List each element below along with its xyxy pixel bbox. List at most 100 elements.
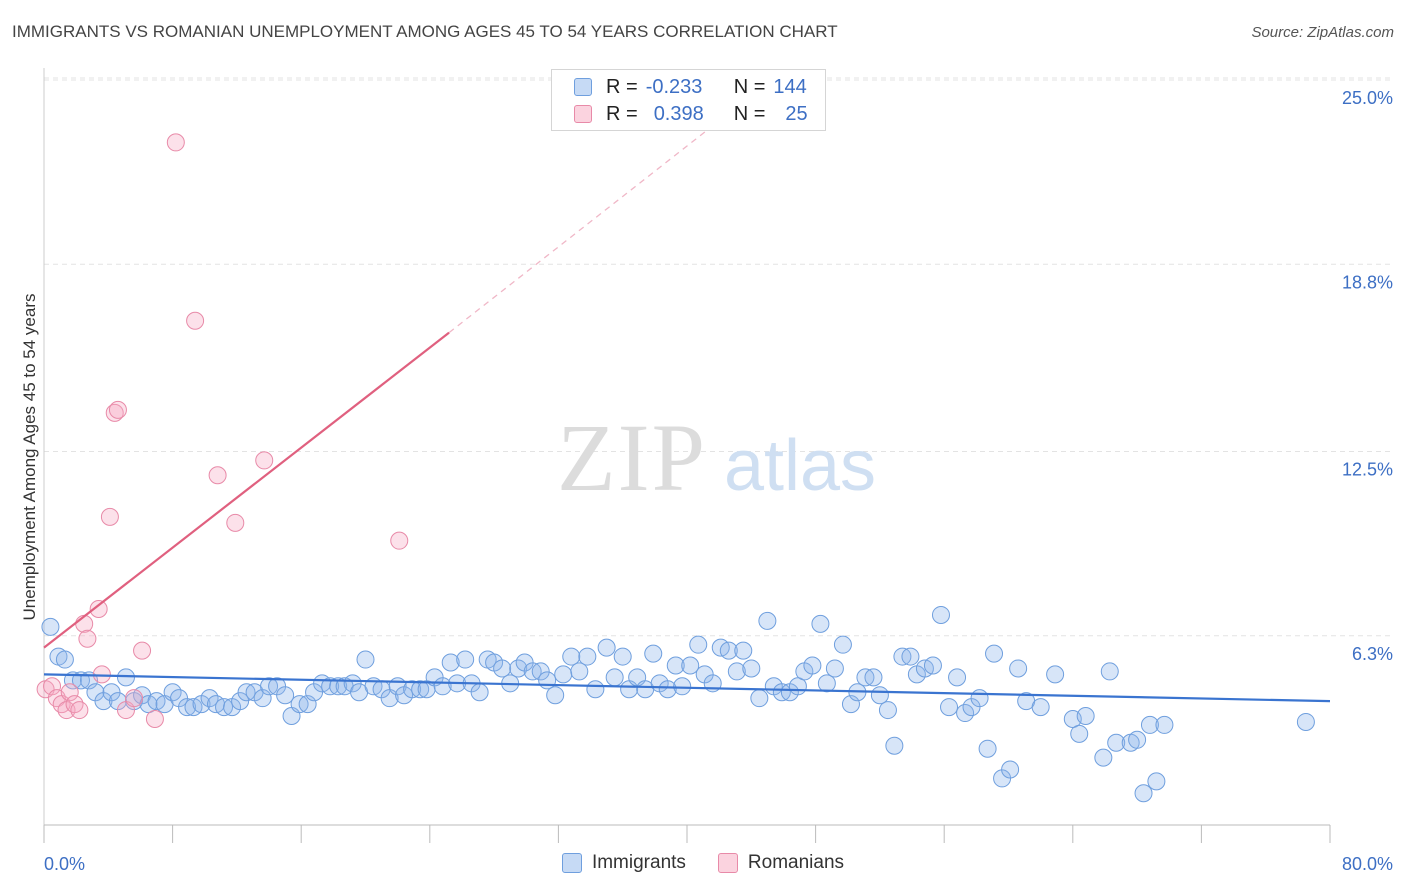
immigrants-point xyxy=(586,680,605,699)
immigrants-point xyxy=(253,689,272,708)
romanians-point xyxy=(186,311,205,330)
immigrants-point xyxy=(562,647,581,666)
legend-r-value: 0.398 xyxy=(653,102,704,125)
romanians-point xyxy=(125,689,144,708)
immigrants-point xyxy=(817,674,836,693)
romanians-trend-extension xyxy=(448,82,768,334)
immigrants-point xyxy=(1070,724,1089,743)
legend-r-value: -0.233 xyxy=(645,75,703,98)
y-tick-label: 12.5% xyxy=(1342,460,1393,480)
immigrants-point xyxy=(1100,662,1119,681)
immigrants-swatch xyxy=(574,78,592,96)
legend-n-label: N = xyxy=(733,102,766,125)
immigrants-point xyxy=(666,656,685,675)
chart-source: Source: ZipAtlas.com xyxy=(1251,24,1394,41)
romanians-point xyxy=(78,629,97,648)
watermark-zip: ZIP xyxy=(557,404,707,511)
immigrants-point xyxy=(985,644,1004,663)
immigrants-point xyxy=(433,677,452,696)
romanians-trend-line xyxy=(43,331,450,649)
chart-title: IMMIGRANTS VS ROMANIAN UNEMPLOYMENT AMON… xyxy=(12,22,838,41)
romanians-swatch xyxy=(717,853,738,873)
immigrants-point xyxy=(833,635,852,654)
romanians-point xyxy=(43,677,62,696)
immigrants-point xyxy=(470,683,489,702)
immigrants-point xyxy=(901,647,920,666)
immigrants-point xyxy=(719,641,738,660)
immigrants-point xyxy=(1046,665,1065,684)
immigrants-point xyxy=(41,617,60,636)
legend-label-immigrants: Immigrants xyxy=(591,852,686,873)
y-tick-label: 6.3% xyxy=(1352,644,1393,664)
immigrants-point xyxy=(825,659,844,678)
immigrants-point xyxy=(456,650,475,669)
immigrants-point xyxy=(841,695,860,714)
immigrants-point xyxy=(940,698,959,717)
immigrants-point xyxy=(356,650,375,669)
axes xyxy=(43,68,1331,843)
immigrants-point xyxy=(1128,730,1147,749)
immigrants-point xyxy=(329,677,348,696)
correlation-legend: R = -0.233 N = 144 R = 0.398 N = 25 xyxy=(551,69,826,131)
immigrants-point xyxy=(276,686,295,705)
immigrants-point xyxy=(1140,715,1159,734)
immigrants-point xyxy=(538,671,557,690)
romanians-point xyxy=(60,683,79,702)
legend-item-immigrants[interactable]: Immigrants xyxy=(561,852,686,874)
romanians-point xyxy=(105,403,124,422)
romanians-point xyxy=(100,507,119,526)
immigrants-trend-line xyxy=(43,673,1331,703)
y-tick-label: 18.8% xyxy=(1342,272,1393,292)
immigrants-point xyxy=(658,680,677,699)
legend-n-label: N = xyxy=(733,75,766,98)
legend-row-immigrants: R = -0.233 N = 144 xyxy=(574,74,807,100)
immigrants-point xyxy=(970,689,989,708)
immigrants-point xyxy=(55,650,74,669)
x-tick-label-max: 80.0% xyxy=(1342,854,1393,874)
immigrants-point xyxy=(878,701,897,720)
romanians-point xyxy=(390,531,409,550)
trend-lines xyxy=(43,82,1331,703)
immigrants-point xyxy=(1134,784,1153,803)
immigrants-point xyxy=(343,674,362,693)
immigrants-point xyxy=(978,739,997,758)
immigrants-point xyxy=(758,611,777,630)
immigrants-point xyxy=(1001,760,1020,779)
immigrants-point xyxy=(531,662,550,681)
romanians-point xyxy=(208,466,227,485)
immigrants-point xyxy=(923,656,942,675)
y-axis-label: Unemployment Among Ages 45 to 54 years xyxy=(20,293,39,621)
romanians-point xyxy=(65,695,84,714)
romanians-swatch xyxy=(574,105,592,123)
immigrants-point xyxy=(1009,659,1028,678)
immigrants-point xyxy=(411,680,430,699)
romanians-point xyxy=(133,641,152,660)
immigrants-point xyxy=(1296,712,1315,731)
immigrants-point xyxy=(864,668,883,687)
legend-n-value: 144 xyxy=(773,75,807,98)
immigrants-point xyxy=(681,656,700,675)
legend-item-romanians[interactable]: Romanians xyxy=(717,852,845,874)
immigrants-point xyxy=(644,644,663,663)
immigrants-point xyxy=(948,668,967,687)
immigrants-swatch xyxy=(561,853,582,873)
watermark: ZIP atlas xyxy=(557,404,876,511)
romanians-point xyxy=(89,600,108,619)
legend-r-label: R = xyxy=(606,102,638,125)
y-tick-label: 25.0% xyxy=(1342,88,1393,108)
legend-label-romanians: Romanians xyxy=(747,852,845,873)
immigrants-point xyxy=(441,653,460,672)
immigrants-point xyxy=(102,683,121,702)
immigrants-point xyxy=(1094,748,1113,767)
x-tick-label-min: 0.0% xyxy=(44,854,85,874)
immigrants-point xyxy=(803,656,822,675)
immigrants-point xyxy=(811,614,830,633)
immigrants-point xyxy=(231,692,250,711)
immigrants-point xyxy=(493,659,512,678)
immigrants-point xyxy=(673,677,692,696)
immigrants-point xyxy=(870,686,889,705)
romanians-point xyxy=(226,513,245,532)
immigrants-point xyxy=(689,635,708,654)
immigrants-point xyxy=(116,668,135,687)
